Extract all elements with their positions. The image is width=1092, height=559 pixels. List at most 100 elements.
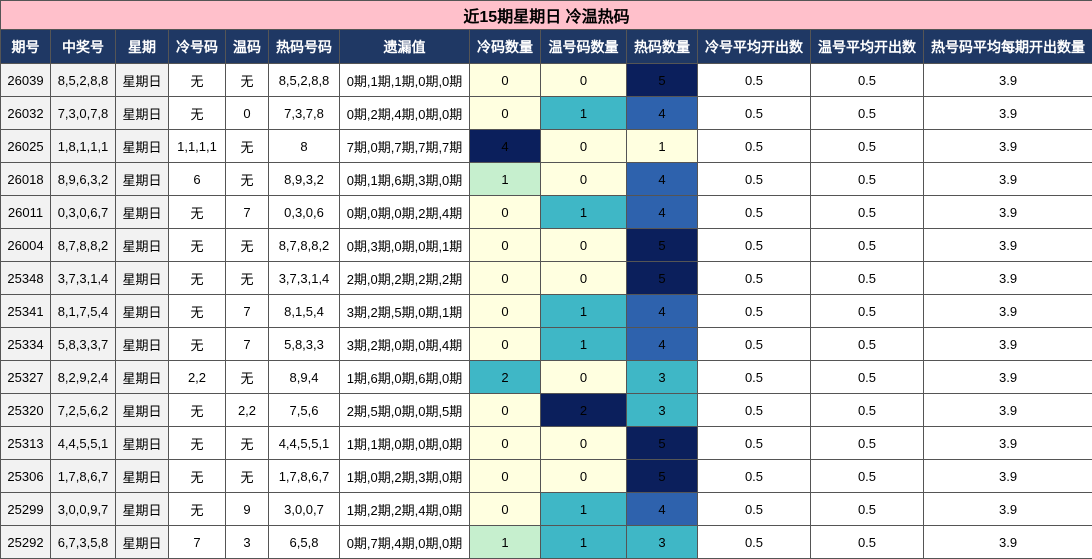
cell-hot-number: 6,5,8 bbox=[269, 526, 340, 559]
cell-hot-count: 5 bbox=[627, 229, 698, 262]
cell-miss-value: 0期,0期,0期,2期,4期 bbox=[340, 196, 470, 229]
cell-qihao: 25348 bbox=[1, 262, 51, 295]
cell-cold-average: 0.5 bbox=[698, 361, 811, 394]
cell-winning-number: 8,5,2,8,8 bbox=[51, 64, 116, 97]
cell-hot-average: 3.9 bbox=[924, 97, 1092, 130]
cell-miss-value: 0期,2期,4期,0期,0期 bbox=[340, 97, 470, 130]
cell-cold-count: 0 bbox=[470, 328, 541, 361]
header-hot-count: 热码数量 bbox=[627, 30, 698, 64]
cell-hot-count: 5 bbox=[627, 64, 698, 97]
cell-cold-count: 1 bbox=[470, 526, 541, 559]
cell-weekday: 星期日 bbox=[116, 460, 169, 493]
cell-warm-average: 0.5 bbox=[811, 64, 924, 97]
cell-warm-number: 7 bbox=[226, 196, 269, 229]
cell-warm-average: 0.5 bbox=[811, 130, 924, 163]
cell-weekday: 星期日 bbox=[116, 526, 169, 559]
cell-warm-count: 0 bbox=[541, 262, 627, 295]
cell-cold-average: 0.5 bbox=[698, 328, 811, 361]
cell-cold-number: 无 bbox=[169, 196, 226, 229]
cell-cold-number: 无 bbox=[169, 328, 226, 361]
cell-cold-count: 4 bbox=[470, 130, 541, 163]
cell-cold-number: 无 bbox=[169, 64, 226, 97]
cell-hot-count: 1 bbox=[627, 130, 698, 163]
cell-cold-number: 无 bbox=[169, 229, 226, 262]
cell-cold-count: 0 bbox=[470, 394, 541, 427]
cell-cold-average: 0.5 bbox=[698, 262, 811, 295]
cell-warm-average: 0.5 bbox=[811, 262, 924, 295]
cell-winning-number: 3,0,0,9,7 bbox=[51, 493, 116, 526]
cell-warm-number: 0 bbox=[226, 97, 269, 130]
cell-weekday: 星期日 bbox=[116, 97, 169, 130]
cell-warm-count: 0 bbox=[541, 229, 627, 262]
cell-hot-average: 3.9 bbox=[924, 295, 1092, 328]
cell-hot-number: 3,0,0,7 bbox=[269, 493, 340, 526]
cell-miss-value: 3期,2期,0期,0期,4期 bbox=[340, 328, 470, 361]
cell-weekday: 星期日 bbox=[116, 64, 169, 97]
cell-warm-number: 无 bbox=[226, 427, 269, 460]
cell-winning-number: 8,2,9,2,4 bbox=[51, 361, 116, 394]
cell-cold-count: 1 bbox=[470, 163, 541, 196]
cell-hot-number: 4,4,5,5,1 bbox=[269, 427, 340, 460]
cell-weekday: 星期日 bbox=[116, 295, 169, 328]
cell-qihao: 26004 bbox=[1, 229, 51, 262]
cell-warm-number: 7 bbox=[226, 295, 269, 328]
cell-warm-count: 0 bbox=[541, 64, 627, 97]
cell-miss-value: 0期,3期,0期,0期,1期 bbox=[340, 229, 470, 262]
cell-winning-number: 1,8,1,1,1 bbox=[51, 130, 116, 163]
cell-cold-count: 0 bbox=[470, 64, 541, 97]
cell-warm-count: 1 bbox=[541, 295, 627, 328]
cell-hot-number: 0,3,0,6 bbox=[269, 196, 340, 229]
cell-warm-number: 3 bbox=[226, 526, 269, 559]
cell-cold-average: 0.5 bbox=[698, 196, 811, 229]
cell-warm-average: 0.5 bbox=[811, 493, 924, 526]
header-warm-average: 温号平均开出数 bbox=[811, 30, 924, 64]
cell-weekday: 星期日 bbox=[116, 427, 169, 460]
header-cold-number: 冷号码 bbox=[169, 30, 226, 64]
cell-warm-count: 0 bbox=[541, 163, 627, 196]
cell-hot-average: 3.9 bbox=[924, 196, 1092, 229]
cell-weekday: 星期日 bbox=[116, 493, 169, 526]
cell-cold-number: 无 bbox=[169, 427, 226, 460]
cell-hot-average: 3.9 bbox=[924, 64, 1092, 97]
cell-cold-number: 1,1,1,1 bbox=[169, 130, 226, 163]
cell-winning-number: 8,9,6,3,2 bbox=[51, 163, 116, 196]
cell-miss-value: 1期,1期,0期,0期,0期 bbox=[340, 427, 470, 460]
cell-warm-average: 0.5 bbox=[811, 427, 924, 460]
cell-winning-number: 8,7,8,8,2 bbox=[51, 229, 116, 262]
cell-miss-value: 0期,1期,6期,3期,0期 bbox=[340, 163, 470, 196]
cell-warm-number: 9 bbox=[226, 493, 269, 526]
cell-hot-number: 8,7,8,8,2 bbox=[269, 229, 340, 262]
cell-miss-value: 1期,2期,2期,4期,0期 bbox=[340, 493, 470, 526]
cell-winning-number: 7,2,5,6,2 bbox=[51, 394, 116, 427]
cell-cold-number: 2,2 bbox=[169, 361, 226, 394]
cell-qihao: 25327 bbox=[1, 361, 51, 394]
cell-warm-number: 7 bbox=[226, 328, 269, 361]
cell-miss-value: 0期,1期,1期,0期,0期 bbox=[340, 64, 470, 97]
cell-hot-number: 7,5,6 bbox=[269, 394, 340, 427]
cell-cold-average: 0.5 bbox=[698, 295, 811, 328]
cell-miss-value: 2期,0期,2期,2期,2期 bbox=[340, 262, 470, 295]
cell-qihao: 25313 bbox=[1, 427, 51, 460]
cell-hot-count: 5 bbox=[627, 262, 698, 295]
cell-hot-average: 3.9 bbox=[924, 361, 1092, 394]
header-qihao: 期号 bbox=[1, 30, 51, 64]
cell-cold-count: 2 bbox=[470, 361, 541, 394]
cell-qihao: 25334 bbox=[1, 328, 51, 361]
cell-cold-number: 无 bbox=[169, 262, 226, 295]
cell-cold-number: 无 bbox=[169, 295, 226, 328]
cell-hot-number: 8,9,3,2 bbox=[269, 163, 340, 196]
cell-weekday: 星期日 bbox=[116, 196, 169, 229]
cell-warm-count: 0 bbox=[541, 130, 627, 163]
cell-hot-count: 3 bbox=[627, 361, 698, 394]
cell-warm-number: 无 bbox=[226, 460, 269, 493]
cell-cold-count: 0 bbox=[470, 460, 541, 493]
cell-qihao: 25292 bbox=[1, 526, 51, 559]
